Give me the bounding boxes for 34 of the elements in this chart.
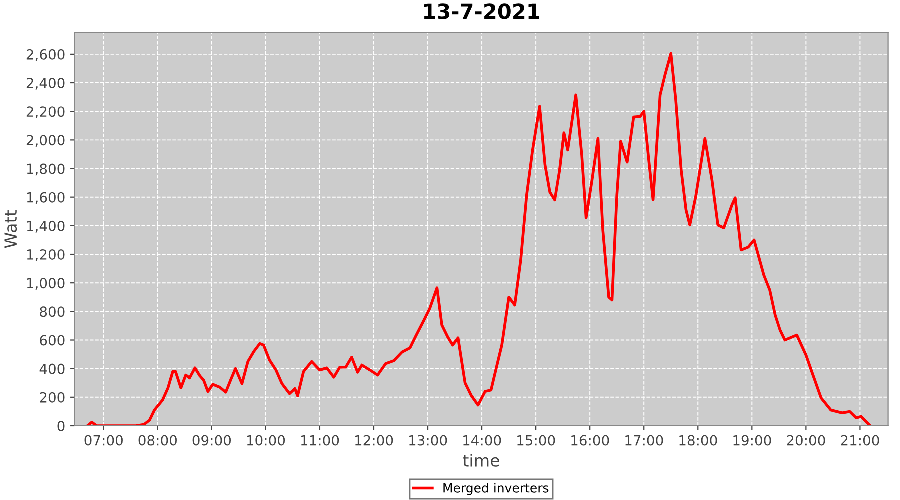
x-tick-label: 13:00	[410, 435, 448, 446]
y-tick-label: 2,600	[26, 49, 65, 62]
x-tick-label: 07:00	[84, 435, 123, 446]
chart-title: 13-7-2021	[424, 4, 540, 20]
y-tick-label: 1,600	[27, 192, 65, 204]
x-tick-label: 08:00	[138, 435, 177, 446]
line-series	[86, 52, 872, 426]
y-tick-label: 2,000	[26, 135, 65, 148]
x-tick-label: 10:00	[247, 435, 286, 446]
y-tick-label: 1,400	[27, 220, 65, 233]
y-tick-label: 1,200	[27, 249, 65, 262]
y-tick-label: 2,200	[26, 106, 65, 118]
x-tick-label: 14:00	[464, 435, 502, 446]
x-tick-label: 12:00	[356, 435, 394, 446]
legend-label: Merged inverters	[444, 483, 549, 496]
x-tick-label: 09:00	[192, 435, 232, 446]
y-tick-label: 600	[40, 335, 65, 346]
x-tick-label: 16:00	[572, 435, 610, 446]
x-tick-label: 11:00	[301, 435, 340, 446]
y-tick-label: 2,400	[26, 78, 65, 90]
y-tick-label: 1,800	[27, 164, 65, 176]
x-tick-label: 19:00	[734, 435, 772, 446]
y-tick-label: 400	[40, 364, 65, 374]
x-tick-label: 18:00	[680, 435, 718, 446]
x-tick-label: 17:00	[626, 435, 664, 446]
x-tick-label: 15:00	[518, 435, 556, 446]
y-tick-label: 1,000	[27, 278, 65, 290]
y-tick-label: 0	[58, 420, 65, 432]
y-tick-label: 800	[40, 306, 65, 318]
y-tick-label: 200	[40, 392, 65, 403]
x-tick-label: 21:00	[841, 435, 880, 446]
x-axis-title: time	[463, 454, 500, 467]
x-tick-label: 20:00	[787, 435, 826, 446]
y-axis-title: Watt	[4, 210, 18, 248]
